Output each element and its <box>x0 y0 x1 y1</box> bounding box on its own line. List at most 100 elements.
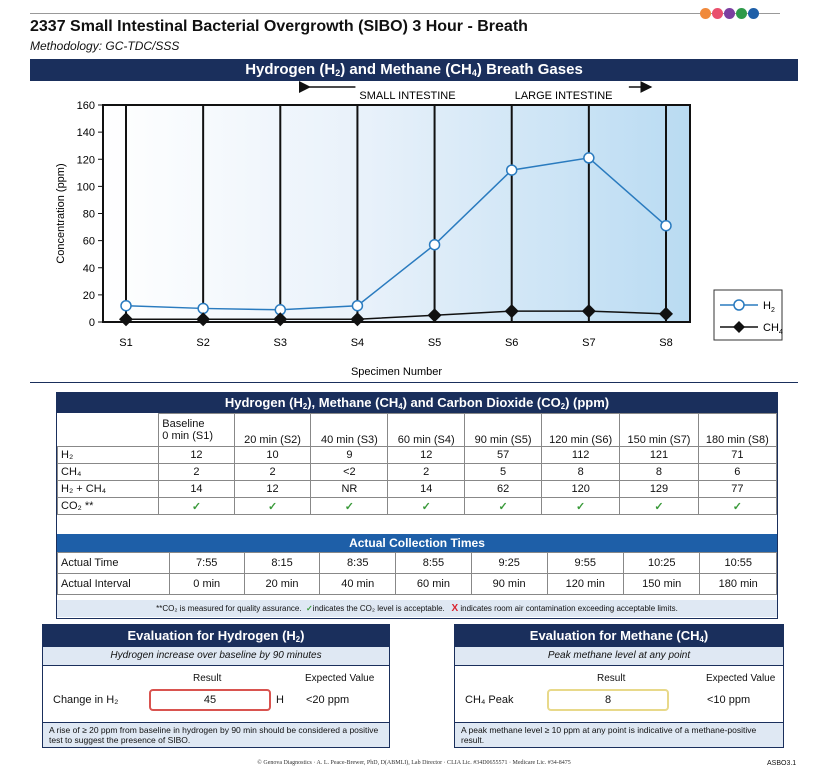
legend-ch4-label: CH4 <box>763 322 783 336</box>
h2-interpretation-note: A rise of ≥ 20 ppm from baseline in hydr… <box>43 722 389 747</box>
co2-check: ✓ <box>619 497 699 515</box>
x-axis-title: Specimen Number <box>351 366 442 378</box>
value-cell: 6 <box>697 463 778 481</box>
value-cell: 2 <box>158 463 235 481</box>
series-line-h2 <box>125 157 667 311</box>
hydrogen-evaluation-subtitle: Hydrogen increase over baseline by 90 mi… <box>43 647 389 666</box>
report-code: ASBO3.1 <box>767 760 797 767</box>
value-cell: <2 <box>310 463 389 481</box>
brand-dot-green <box>736 8 747 19</box>
x-tick-label: S6 <box>505 337 518 349</box>
h2-flag: H <box>276 694 284 706</box>
chart-legend: H2 CH4 <box>713 289 783 341</box>
ch4-point <box>273 312 288 327</box>
actual-interval-cell: 0 min <box>168 573 245 595</box>
value-cell: NR <box>310 480 389 498</box>
h2-expected-value: <20 ppm <box>306 694 350 706</box>
actual-interval-row: Actual Interval 0 min 20 min 40 min 60 min 90… <box>57 573 777 595</box>
methane-evaluation-subtitle: Peak methane level at any point <box>455 647 783 666</box>
y-tick-label: 140 <box>77 127 95 139</box>
value-cell: 2 <box>387 463 466 481</box>
value-cell: 2 <box>233 463 312 481</box>
ch4-point <box>427 308 442 323</box>
value-cell: 62 <box>464 480 542 498</box>
y-tick-label: 160 <box>77 100 95 112</box>
column-header: 120 min (S6) <box>540 413 621 447</box>
ch4-peak-label: CH₄ Peak <box>465 694 514 706</box>
row-label: Actual Interval <box>57 573 170 595</box>
value-cell: 14 <box>387 480 466 498</box>
legend-box <box>713 289 783 341</box>
report-title: 2337 Small Intestinal Bacterial Overgrow… <box>30 18 528 35</box>
y-axis-title: Concentration (ppm) <box>55 163 67 263</box>
large-intestine-label: LARGE INTESTINE <box>515 90 613 102</box>
y-tick-label: 40 <box>83 263 95 275</box>
x-tick-label: S4 <box>351 337 364 349</box>
methane-evaluation-title: Evaluation for Methane (CH4) <box>455 625 783 647</box>
y-tick-label: 0 <box>89 317 95 329</box>
table-row: H₂ 12 10 9 12 57 112 121 71 <box>56 446 778 464</box>
legend-h2-marker <box>733 299 745 311</box>
value-cell: 9 <box>310 446 389 464</box>
hydrogen-evaluation-title: Evaluation for Hydrogen (H2) <box>43 625 389 647</box>
collection-times-header: Actual Collection Times <box>57 534 777 552</box>
y-tick-label: 60 <box>83 236 95 248</box>
actual-interval-cell: 20 min <box>243 573 321 595</box>
actual-interval-cell: 40 min <box>319 573 397 595</box>
ch4-result-label: Result <box>597 673 626 684</box>
brand-dot-orange <box>700 8 711 19</box>
actual-time-cell: 10:25 <box>622 552 701 574</box>
h2-change-label: Change in H₂ <box>53 694 119 706</box>
results-table-panel: Hydrogen (H2), Methane (CH4) and Carbon … <box>56 392 778 619</box>
x-tick-label: S2 <box>196 337 209 349</box>
column-header: 90 min (S5) <box>464 413 542 447</box>
value-cell: 12 <box>158 446 235 464</box>
actual-time-row: Actual Time 7:55 8:15 8:35 8:55 9:25 9:55 10:25… <box>57 552 777 574</box>
actual-time-cell: 8:35 <box>319 552 397 574</box>
table-row: CH₄ 2 2 <2 2 5 8 8 6 <box>56 463 778 481</box>
h2-result-label: Result <box>193 673 222 684</box>
value-cell: 8 <box>619 463 699 481</box>
actual-time-cell: 9:25 <box>470 552 548 574</box>
row-label: Actual Time <box>57 552 170 574</box>
brand-dot-blue <box>748 8 759 19</box>
y-tick-label: 20 <box>83 290 95 302</box>
value-cell: 129 <box>619 480 699 498</box>
brand-dots <box>700 8 759 19</box>
ch4-point <box>659 306 673 321</box>
co2-check: ✓ <box>158 497 235 515</box>
x-tick-label: S7 <box>582 337 595 349</box>
actual-interval-cell: 180 min <box>699 573 777 595</box>
h2-point <box>197 302 209 315</box>
hydrogen-evaluation-panel: Evaluation for Hydrogen (H2) Hydrogen in… <box>42 624 390 748</box>
value-cell: 112 <box>540 446 621 464</box>
row-label: H₂ + CH₄ <box>56 480 160 498</box>
co2-check: ✓ <box>540 497 621 515</box>
h2-expected-label: Expected Value <box>305 673 375 684</box>
co2-check: ✓ <box>310 497 389 515</box>
breath-gas-chart: 0 20 40 60 80 100 120 140 160 S1 S2 S3 S4 S5 S6 S7 S8 Con… <box>55 81 783 378</box>
ch4-expected-label: Expected Value <box>706 673 776 684</box>
y-tick-label: 80 <box>83 209 95 221</box>
column-header: 60 min (S4) <box>387 413 466 447</box>
h2-result-box: 45 <box>149 689 271 711</box>
brand-dot-purple <box>724 8 735 19</box>
x-tick-label: S5 <box>428 337 441 349</box>
ch4-expected-value: <10 ppm <box>707 694 751 706</box>
plot-background <box>103 105 690 322</box>
gas-results-table: Baseline 0 min (S1) 20 min (S2) 40 min (S3)… <box>56 413 778 515</box>
corner-cell <box>58 414 159 447</box>
actual-interval-cell: 120 min <box>546 573 624 595</box>
value-cell: 12 <box>387 446 466 464</box>
h2-point <box>505 164 518 176</box>
top-rule <box>30 13 780 14</box>
section-rule <box>30 382 798 383</box>
actual-time-cell: 9:55 <box>546 552 624 574</box>
y-tick-label: 120 <box>77 154 95 166</box>
co2-check: ✓ <box>233 497 312 515</box>
actual-time-cell: 7:55 <box>168 552 245 574</box>
co2-check: ✓ <box>464 497 542 515</box>
series-line-ch4 <box>126 310 667 321</box>
h2-point <box>660 219 672 232</box>
h2-point <box>428 238 441 251</box>
